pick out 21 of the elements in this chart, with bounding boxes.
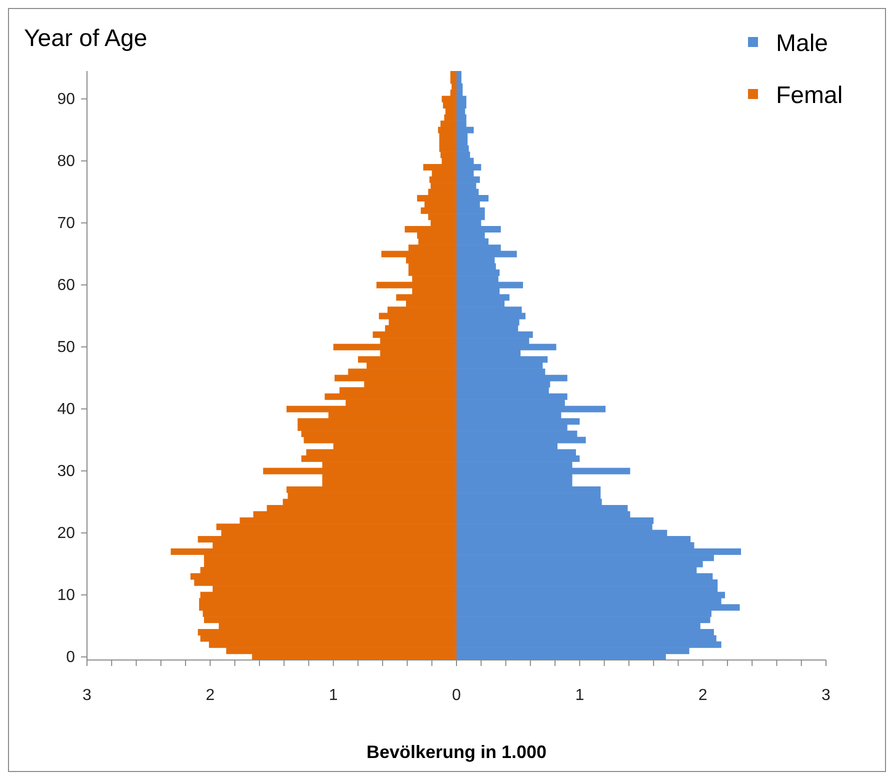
x-tick-label: 2 xyxy=(698,687,708,704)
legend-label: Male xyxy=(776,30,828,57)
y-tick-label: 20 xyxy=(57,524,76,542)
x-tick-label: 1 xyxy=(575,687,584,704)
x-tick-label: 3 xyxy=(82,687,92,704)
x-tick-label: 1 xyxy=(328,687,338,704)
y-tick-label: 30 xyxy=(57,462,76,480)
y-axis-title: Year of Age xyxy=(24,25,148,52)
y-tick-label: 70 xyxy=(57,214,76,232)
x-tick-label: 2 xyxy=(206,687,215,704)
y-tick-label: 40 xyxy=(57,400,76,418)
y-tick-label: 90 xyxy=(57,90,76,108)
y-tick-label: 80 xyxy=(57,152,76,170)
x-tick-label: 0 xyxy=(452,687,462,704)
y-tick-label: 50 xyxy=(57,338,76,356)
x-tick-label: 3 xyxy=(822,687,831,704)
x-axis-title: Bevölkerung in 1.000 xyxy=(366,742,547,762)
y-tick-label: 0 xyxy=(66,648,76,666)
y-tick-label: 60 xyxy=(57,276,76,294)
y-tick-label: 10 xyxy=(57,586,76,604)
legend-label: Femal xyxy=(776,82,843,109)
